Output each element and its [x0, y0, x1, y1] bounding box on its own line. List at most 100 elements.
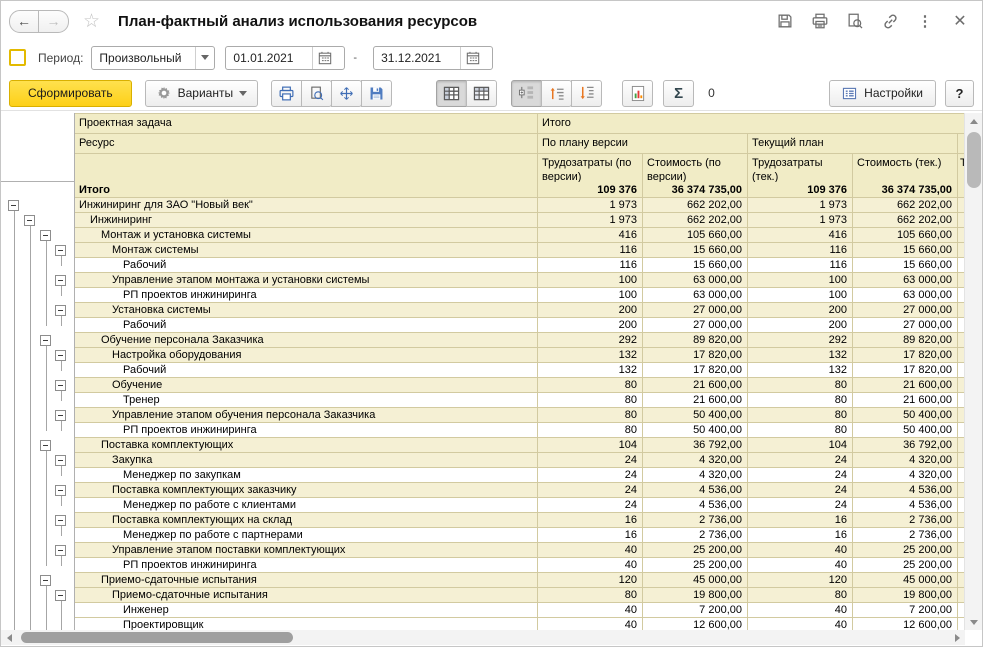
- labor-current-cell[interactable]: 100: [748, 273, 853, 288]
- fit-to-page-button[interactable]: [331, 79, 363, 107]
- cost-current-cell[interactable]: 21 600,00: [853, 393, 958, 408]
- cost-version-cell[interactable]: 662 202,00: [643, 213, 748, 228]
- column-header-labor-current[interactable]: Трудозатраты (тек.): [748, 154, 853, 183]
- table-row[interactable]: Поставка комплектующих заказчику 24 4 536,…: [1, 483, 966, 498]
- labor-current-cell[interactable]: 40: [748, 558, 853, 573]
- task-cell[interactable]: Проектировщик: [75, 618, 538, 630]
- date-to-calendar-button[interactable]: [460, 46, 484, 69]
- cost-current-cell[interactable]: 4 536,00: [853, 483, 958, 498]
- labor-current-cell[interactable]: 80: [748, 423, 853, 438]
- labor-current-cell[interactable]: 40: [748, 543, 853, 558]
- cost-version-cell[interactable]: 17 820,00: [643, 348, 748, 363]
- table-row[interactable]: Рабочий 116 15 660,00 116 15 660,00: [1, 258, 966, 273]
- cost-version-cell[interactable]: 12 600,00: [643, 618, 748, 630]
- close-icon[interactable]: ✕: [953, 13, 967, 30]
- cost-current-cell[interactable]: 89 820,00: [853, 333, 958, 348]
- labor-version-cell[interactable]: 80: [538, 378, 643, 393]
- task-cell[interactable]: Менеджер по работе с клиентами: [75, 498, 538, 513]
- scroll-left-button[interactable]: [1, 630, 17, 645]
- task-cell[interactable]: Итого: [75, 182, 538, 198]
- cost-current-cell[interactable]: 27 000,00: [853, 318, 958, 333]
- cost-current-cell[interactable]: 2 736,00: [853, 513, 958, 528]
- table-row[interactable]: Поставка комплектующих 104 36 792,00 104 36 …: [1, 438, 966, 453]
- labor-current-cell[interactable]: 1 973: [748, 213, 853, 228]
- cost-current-cell[interactable]: 50 400,00: [853, 408, 958, 423]
- cost-version-cell[interactable]: 45 000,00: [643, 573, 748, 588]
- labor-current-cell[interactable]: 109 376: [748, 182, 853, 198]
- labor-current-cell[interactable]: 16: [748, 528, 853, 543]
- cost-version-cell[interactable]: 15 660,00: [643, 243, 748, 258]
- labor-version-cell[interactable]: 100: [538, 288, 643, 303]
- cost-version-cell[interactable]: 36 374 735,00: [643, 182, 748, 198]
- scroll-down-button[interactable]: [965, 614, 982, 630]
- table-row[interactable]: Рабочий 132 17 820,00 132 17 820,00: [1, 363, 966, 378]
- table-row[interactable]: Тренер 80 21 600,00 80 21 600,00: [1, 393, 966, 408]
- combo-dropdown-button[interactable]: [195, 46, 214, 69]
- cost-current-cell[interactable]: 21 600,00: [853, 378, 958, 393]
- cost-version-cell[interactable]: 4 320,00: [643, 468, 748, 483]
- task-cell[interactable]: Поставка комплектующих заказчику: [75, 483, 538, 498]
- scroll-right-button[interactable]: [949, 630, 965, 645]
- print-preview-button[interactable]: [301, 79, 333, 107]
- collapse-toggle[interactable]: [55, 275, 66, 286]
- task-cell[interactable]: Монтаж и установка системы: [75, 228, 538, 243]
- cost-version-cell[interactable]: 7 200,00: [643, 603, 748, 618]
- collapse-toggle[interactable]: [55, 380, 66, 391]
- labor-version-cell[interactable]: 40: [538, 603, 643, 618]
- forward-button[interactable]: →: [39, 9, 69, 33]
- table-row[interactable]: Настройка оборудования 132 17 820,00 132 17 …: [1, 348, 966, 363]
- column-header-labor-version[interactable]: Трудозатраты (по версии): [538, 154, 643, 183]
- collapse-toggle[interactable]: [40, 335, 51, 346]
- table-row[interactable]: Инжиниринг для ЗАО "Новый век" 1 973 662 2…: [1, 198, 966, 213]
- cost-current-cell[interactable]: 27 000,00: [853, 303, 958, 318]
- task-cell[interactable]: Рабочий: [75, 363, 538, 378]
- cost-version-cell[interactable]: 25 200,00: [643, 558, 748, 573]
- labor-current-cell[interactable]: 80: [748, 588, 853, 603]
- variants-button[interactable]: Варианты: [144, 79, 259, 107]
- labor-version-cell[interactable]: 100: [538, 273, 643, 288]
- vertical-scrollbar[interactable]: [964, 113, 982, 630]
- collapse-toggle[interactable]: [40, 440, 51, 451]
- cost-current-cell[interactable]: 36 792,00: [853, 438, 958, 453]
- column-header-total[interactable]: Итого: [538, 114, 966, 134]
- cost-version-cell[interactable]: 662 202,00: [643, 198, 748, 213]
- labor-version-cell[interactable]: 116: [538, 243, 643, 258]
- collapse-toggle[interactable]: [55, 545, 66, 556]
- cost-version-cell[interactable]: 2 736,00: [643, 528, 748, 543]
- collapse-toggle[interactable]: [55, 515, 66, 526]
- column-header-resource[interactable]: Ресурс: [75, 134, 538, 154]
- cost-version-cell[interactable]: 4 536,00: [643, 483, 748, 498]
- table-row[interactable]: Поставка комплектующих на склад 16 2 736,0…: [1, 513, 966, 528]
- table-row[interactable]: Приемо-сдаточные испытания 120 45 000,00 12…: [1, 573, 966, 588]
- labor-version-cell[interactable]: 1 973: [538, 198, 643, 213]
- column-header-task[interactable]: Проектная задача: [75, 114, 538, 134]
- star-icon[interactable]: ☆: [83, 10, 101, 32]
- labor-version-cell[interactable]: 24: [538, 483, 643, 498]
- collapse-toggle[interactable]: [55, 350, 66, 361]
- labor-version-cell[interactable]: 80: [538, 423, 643, 438]
- cost-current-cell[interactable]: 7 200,00: [853, 603, 958, 618]
- cost-version-cell[interactable]: 2 736,00: [643, 513, 748, 528]
- grid-view-button[interactable]: [436, 79, 468, 107]
- table-row[interactable]: Монтаж системы 116 15 660,00 116 15 660,00: [1, 243, 966, 258]
- labor-version-cell[interactable]: 200: [538, 303, 643, 318]
- labor-current-cell[interactable]: 80: [748, 408, 853, 423]
- collapse-toggle[interactable]: [24, 215, 35, 226]
- cost-version-cell[interactable]: 4 320,00: [643, 453, 748, 468]
- task-cell[interactable]: Настройка оборудования: [75, 348, 538, 363]
- print-icon[interactable]: [810, 11, 830, 31]
- settings-button[interactable]: Настройки: [829, 79, 936, 107]
- cost-current-cell[interactable]: 17 820,00: [853, 348, 958, 363]
- save-report-button[interactable]: [361, 79, 393, 107]
- table-row[interactable]: Монтаж и установка системы 416 105 660,00 4…: [1, 228, 966, 243]
- task-cell[interactable]: Закупка: [75, 453, 538, 468]
- labor-current-cell[interactable]: 40: [748, 603, 853, 618]
- collapse-toggle[interactable]: [8, 200, 19, 211]
- collapse-toggle[interactable]: [40, 575, 51, 586]
- labor-current-cell[interactable]: 292: [748, 333, 853, 348]
- task-cell[interactable]: Обучение: [75, 378, 538, 393]
- labor-version-cell[interactable]: 132: [538, 348, 643, 363]
- cost-version-cell[interactable]: 63 000,00: [643, 273, 748, 288]
- cost-current-cell[interactable]: 662 202,00: [853, 213, 958, 228]
- labor-version-cell[interactable]: 24: [538, 468, 643, 483]
